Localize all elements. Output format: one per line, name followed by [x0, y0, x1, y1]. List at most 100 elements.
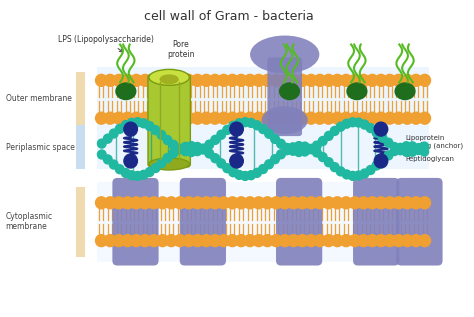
Circle shape: [253, 74, 264, 86]
Circle shape: [393, 197, 404, 209]
Circle shape: [98, 139, 106, 148]
Circle shape: [301, 147, 309, 156]
Circle shape: [288, 112, 300, 124]
Circle shape: [358, 112, 369, 124]
Circle shape: [122, 197, 133, 209]
Ellipse shape: [262, 106, 308, 134]
Circle shape: [157, 235, 168, 247]
Circle shape: [191, 74, 203, 86]
Circle shape: [241, 118, 249, 127]
Circle shape: [277, 150, 285, 159]
Circle shape: [157, 131, 166, 139]
Circle shape: [342, 119, 351, 128]
Circle shape: [384, 235, 396, 247]
Circle shape: [305, 197, 317, 209]
Circle shape: [145, 168, 154, 177]
Circle shape: [253, 197, 264, 209]
Circle shape: [289, 143, 297, 152]
Circle shape: [393, 235, 404, 247]
Circle shape: [360, 169, 369, 178]
Circle shape: [360, 120, 369, 129]
Circle shape: [139, 112, 151, 124]
Circle shape: [349, 235, 361, 247]
Circle shape: [401, 112, 413, 124]
Circle shape: [223, 164, 231, 173]
Circle shape: [157, 112, 168, 124]
Circle shape: [342, 170, 351, 179]
FancyBboxPatch shape: [353, 178, 399, 266]
Circle shape: [331, 112, 343, 124]
Circle shape: [384, 138, 393, 147]
Circle shape: [183, 235, 194, 247]
Circle shape: [148, 197, 160, 209]
Circle shape: [372, 128, 381, 137]
Circle shape: [244, 235, 255, 247]
Circle shape: [393, 112, 404, 124]
Circle shape: [410, 197, 422, 209]
Ellipse shape: [394, 82, 416, 100]
Circle shape: [401, 197, 413, 209]
Circle shape: [323, 74, 334, 86]
Circle shape: [201, 197, 212, 209]
Circle shape: [175, 145, 184, 154]
Circle shape: [163, 136, 172, 145]
Circle shape: [270, 235, 282, 247]
Circle shape: [217, 159, 226, 168]
Circle shape: [236, 197, 247, 209]
Circle shape: [340, 197, 352, 209]
Circle shape: [384, 74, 396, 86]
Ellipse shape: [115, 82, 137, 100]
Bar: [76, 187, 85, 256]
Circle shape: [358, 235, 369, 247]
Circle shape: [124, 154, 137, 168]
Circle shape: [354, 171, 363, 180]
Circle shape: [402, 142, 410, 151]
Circle shape: [384, 197, 396, 209]
Circle shape: [314, 112, 326, 124]
Circle shape: [366, 165, 375, 174]
Circle shape: [122, 74, 133, 86]
Circle shape: [396, 146, 405, 155]
Circle shape: [420, 142, 428, 151]
Circle shape: [288, 235, 300, 247]
Circle shape: [348, 118, 357, 127]
Circle shape: [169, 140, 178, 149]
Circle shape: [201, 112, 212, 124]
Circle shape: [115, 165, 124, 174]
Circle shape: [235, 119, 244, 128]
Circle shape: [209, 235, 221, 247]
Circle shape: [289, 146, 297, 155]
Circle shape: [227, 74, 238, 86]
Circle shape: [104, 74, 116, 86]
Circle shape: [330, 126, 339, 135]
Circle shape: [297, 235, 308, 247]
Text: Outer membrane: Outer membrane: [6, 94, 72, 103]
Circle shape: [148, 235, 160, 247]
Circle shape: [324, 158, 333, 167]
Circle shape: [348, 171, 357, 180]
FancyBboxPatch shape: [396, 178, 443, 266]
Circle shape: [96, 112, 107, 124]
Circle shape: [384, 112, 396, 124]
Circle shape: [139, 119, 148, 128]
Circle shape: [218, 112, 229, 124]
Circle shape: [402, 147, 410, 156]
Circle shape: [165, 235, 177, 247]
Circle shape: [247, 171, 255, 180]
Circle shape: [98, 150, 106, 159]
Circle shape: [378, 133, 387, 142]
Circle shape: [337, 167, 345, 176]
Circle shape: [384, 151, 393, 160]
Circle shape: [104, 197, 116, 209]
Circle shape: [366, 235, 378, 247]
Circle shape: [113, 74, 125, 86]
Circle shape: [133, 118, 142, 127]
Circle shape: [340, 112, 352, 124]
Circle shape: [181, 147, 190, 156]
Circle shape: [307, 145, 315, 154]
Circle shape: [305, 112, 317, 124]
Circle shape: [183, 112, 194, 124]
Circle shape: [174, 112, 186, 124]
Circle shape: [157, 74, 168, 86]
Circle shape: [139, 197, 151, 209]
